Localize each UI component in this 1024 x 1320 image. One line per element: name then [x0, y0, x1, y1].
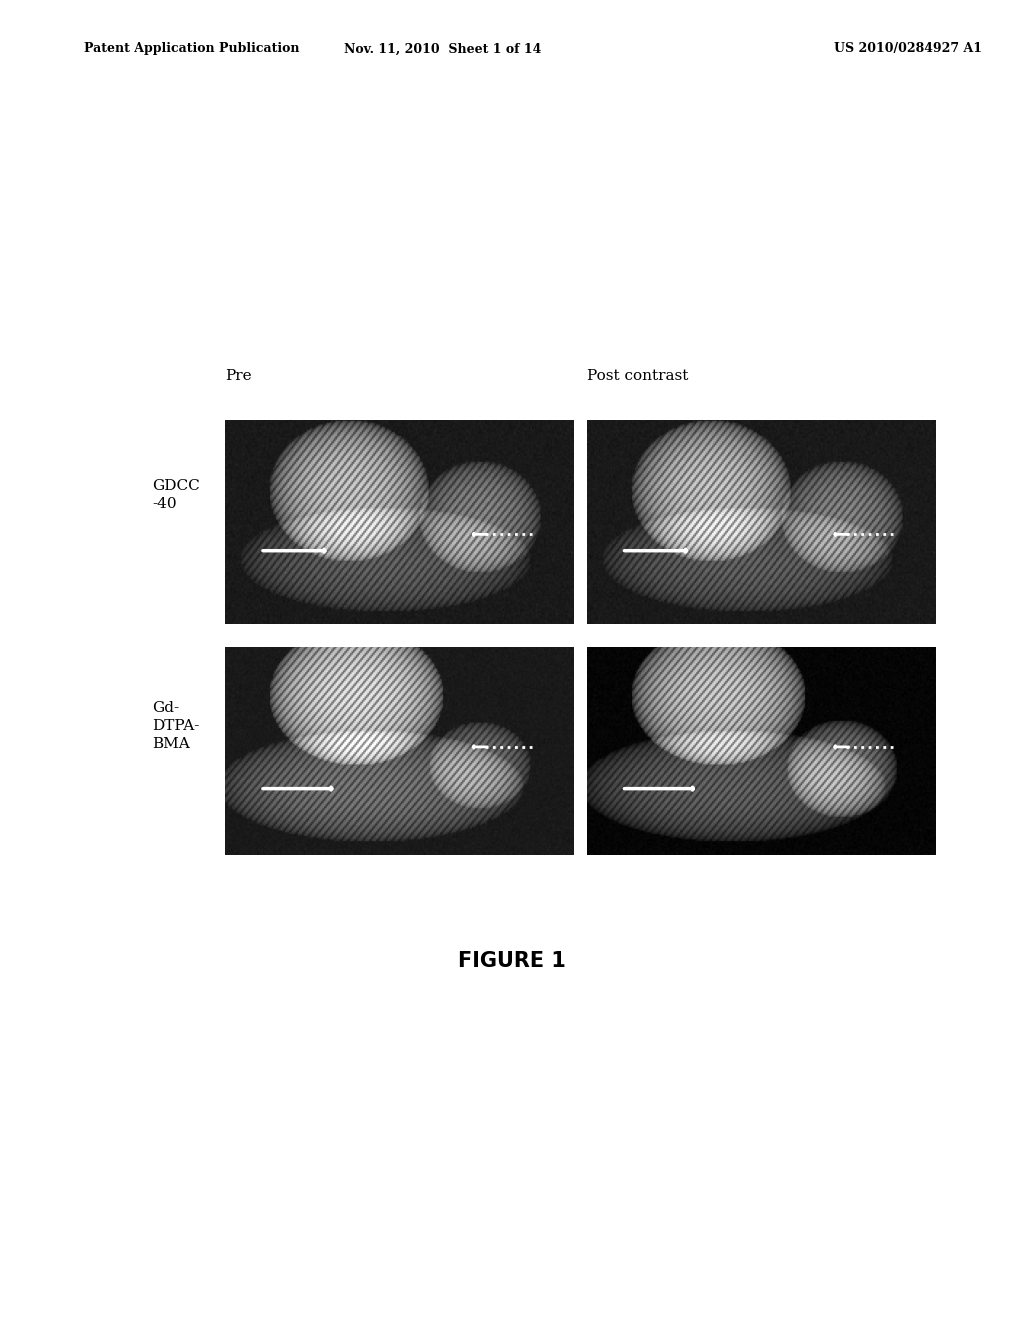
Text: Post contrast: Post contrast — [587, 370, 688, 383]
Text: Pre: Pre — [225, 370, 252, 383]
Text: US 2010/0284927 A1: US 2010/0284927 A1 — [835, 42, 982, 55]
Text: Gd-
DTPA-
BMA: Gd- DTPA- BMA — [153, 701, 200, 751]
Text: Nov. 11, 2010  Sheet 1 of 14: Nov. 11, 2010 Sheet 1 of 14 — [344, 42, 541, 55]
Text: GDCC
-40: GDCC -40 — [152, 479, 200, 511]
Text: FIGURE 1: FIGURE 1 — [458, 950, 566, 972]
Text: Patent Application Publication: Patent Application Publication — [84, 42, 299, 55]
